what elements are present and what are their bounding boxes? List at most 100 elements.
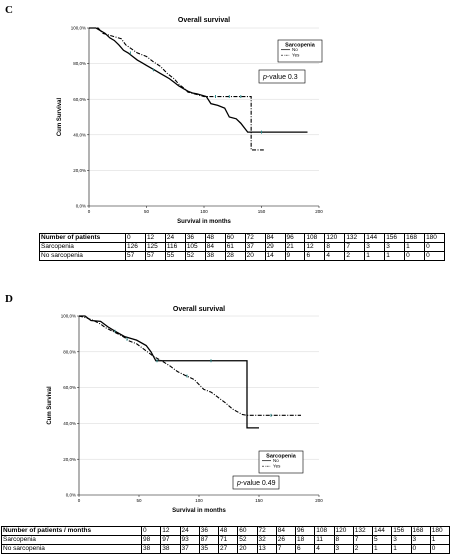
d-cell: 2 xyxy=(352,544,374,554)
c-table-row: Sarcopenia 126 125 116 105 84 61 37 29 21 12 8 7 3 3 1 0 xyxy=(39,242,445,252)
d-cell: 1 xyxy=(429,535,451,545)
d-cell: 71 xyxy=(217,535,239,545)
c-cell: 84 xyxy=(264,233,286,243)
c-cell: 125 xyxy=(144,242,166,252)
d-cell: 93 xyxy=(179,535,200,545)
c-cell: 1 xyxy=(364,251,386,261)
c-cell: 55 xyxy=(164,251,186,261)
d-cell: 180 xyxy=(429,526,451,536)
d-cell: 11 xyxy=(314,535,335,545)
c-legend-title: Sarcopenia xyxy=(285,43,316,49)
d-cell: 60 xyxy=(237,526,258,536)
c-cell: 38 xyxy=(204,251,226,261)
c-cell: 96 xyxy=(284,233,306,243)
c-y-tick-label: 100,0% xyxy=(71,26,86,31)
d-x-tick-label: 200 xyxy=(315,498,323,503)
d-y-tick-label: 60,0% xyxy=(63,385,76,390)
c-cell: 21 xyxy=(284,242,306,252)
c-cell: 0 xyxy=(424,242,445,252)
d-cell: 7 xyxy=(352,535,374,545)
d-cell: 0 xyxy=(410,544,431,554)
survival-chart-d: Overall survival 0,0% 20,0% 40,0% 60,0% 80,0%… xyxy=(47,306,323,514)
c-cell: 28 xyxy=(224,251,246,261)
d-pvalue-label: p-value 0.49 xyxy=(236,480,276,487)
c-table-row: No sarcopenia 57 57 55 52 38 28 20 14 9 6 4 2 1 1 0 0 xyxy=(39,251,445,261)
d-cell: 0 xyxy=(429,544,451,554)
d-cell: 24 xyxy=(179,526,200,536)
c-header-row: Number of patients 0 12 24 36 48 60 72 84 96 108 12… xyxy=(39,233,445,243)
d-cell: 1 xyxy=(391,544,412,554)
c-cell: 72 xyxy=(244,233,266,243)
c-cell: 168 xyxy=(404,233,426,243)
risk-table-c: Number of patients 0 12 24 36 48 60 72 84 96 108 12… xyxy=(39,233,445,261)
c-legend-item: Yes xyxy=(292,53,300,58)
panel-letter-c: C xyxy=(5,4,13,16)
d-cell: 20 xyxy=(237,544,258,554)
d-cell: 37 xyxy=(179,544,200,554)
d-table-row: No sarcopenia 38 38 37 35 27 20 13 7 6 4 3 2 1 1 0 0 xyxy=(1,544,451,554)
d-cell: 18 xyxy=(294,535,316,545)
d-x-tick-label: 50 xyxy=(136,498,142,503)
d-cell: 1 xyxy=(371,544,393,554)
c-x-tick-label: 50 xyxy=(144,209,150,214)
c-cell: 8 xyxy=(324,242,346,252)
d-y-tick-label: 0,0% xyxy=(66,493,76,498)
risk-table-d: Number of patients / months 0 12 24 36 48 60 72… xyxy=(1,526,451,554)
c-cell: 14 xyxy=(264,251,286,261)
c-x-tick-label: 150 xyxy=(258,209,266,214)
panel-letter-d: D xyxy=(5,293,13,305)
d-cell: 48 xyxy=(217,526,239,536)
c-cell: 105 xyxy=(184,242,206,252)
c-cell: 29 xyxy=(264,242,286,252)
c-chart-title: Overall survival xyxy=(178,17,230,24)
c-y-tick-label: 40,0% xyxy=(73,132,86,137)
survival-chart-c: Overall survival 0,0% 20,0% 40,0% 60,0% 80,0%… xyxy=(57,17,323,225)
d-cell: 3 xyxy=(410,535,431,545)
d-cell: 27 xyxy=(217,544,239,554)
d-row-label: Sarcopenia xyxy=(1,535,142,545)
d-chart-title: Overall survival xyxy=(173,306,225,313)
c-cell: 108 xyxy=(304,233,326,243)
d-table-row: Sarcopenia 98 97 93 87 71 52 32 26 18 11 8 7 5 3 3 1 xyxy=(1,535,451,545)
d-x-tick-label: 0 xyxy=(78,498,81,503)
c-x-tick-label: 200 xyxy=(315,209,323,214)
d-cell: 35 xyxy=(198,544,220,554)
c-cell: 20 xyxy=(244,251,266,261)
d-cell: 132 xyxy=(352,526,374,536)
d-cell: 3 xyxy=(391,535,412,545)
d-pvalue-box xyxy=(232,475,280,490)
d-legend-box xyxy=(258,450,304,474)
d-legend-item: No xyxy=(273,458,279,463)
c-cell: 12 xyxy=(304,242,326,252)
c-cell: 0 xyxy=(424,251,445,261)
c-x-tick-label: 0 xyxy=(88,209,91,214)
c-cell: 3 xyxy=(384,242,406,252)
d-legend-item: Yes xyxy=(273,464,281,469)
d-cell: 8 xyxy=(333,535,354,545)
c-cell: 1 xyxy=(384,251,406,261)
d-cell: 36 xyxy=(198,526,220,536)
d-cell: 108 xyxy=(314,526,335,536)
d-cell: 72 xyxy=(256,526,277,536)
d-x-tick-label: 100 xyxy=(195,498,203,503)
d-y-tick-label: 100,0% xyxy=(61,314,76,319)
d-cell: 120 xyxy=(333,526,354,536)
c-cell: 7 xyxy=(344,242,366,252)
d-cell: 144 xyxy=(371,526,393,536)
d-cell: 32 xyxy=(256,535,277,545)
d-cell: 6 xyxy=(294,544,316,554)
d-cell: 168 xyxy=(410,526,431,536)
c-cell: 6 xyxy=(304,251,326,261)
c-cell: 126 xyxy=(125,242,146,252)
d-cell: 84 xyxy=(275,526,297,536)
c-cell: 156 xyxy=(384,233,406,243)
c-legend-item: No xyxy=(292,47,298,52)
c-cell: 57 xyxy=(144,251,166,261)
d-legend-title: Sarcopenia xyxy=(266,454,297,460)
d-y-tick-label: 80,0% xyxy=(63,349,76,354)
d-cell: 0 xyxy=(140,526,162,536)
d-row-label: No sarcopenia xyxy=(1,544,142,554)
d-cell: 26 xyxy=(275,535,297,545)
c-cell: 9 xyxy=(284,251,306,261)
c-cell: 36 xyxy=(184,233,206,243)
